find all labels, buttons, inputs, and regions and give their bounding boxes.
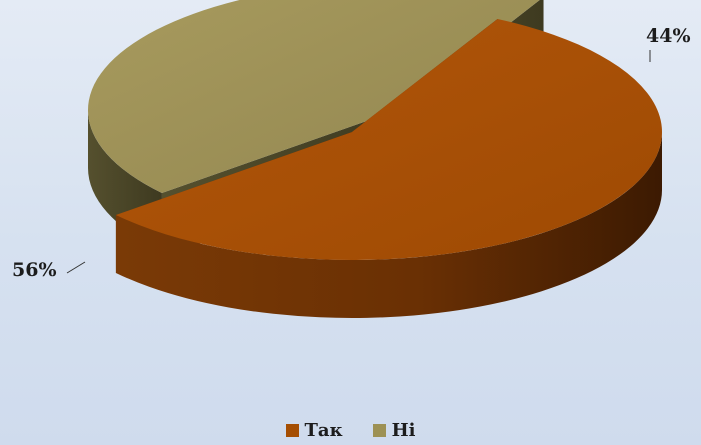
data-label-tak: 56% [12,259,57,281]
leader-line [66,261,86,274]
slice-rim [115,132,663,318]
legend-label: Так [304,420,343,441]
legend-swatch [372,424,386,437]
slice-top [88,0,540,193]
legend-label: Ні [391,420,416,441]
legend-swatch [285,424,299,437]
legend: Так Ні [0,420,701,441]
legend-item-ni: Ні [372,420,416,441]
data-label-ni: 44% [646,25,691,47]
slice-top [115,18,663,260]
legend-item-tak: Так [285,420,343,441]
pie-slice-tak [115,18,663,318]
